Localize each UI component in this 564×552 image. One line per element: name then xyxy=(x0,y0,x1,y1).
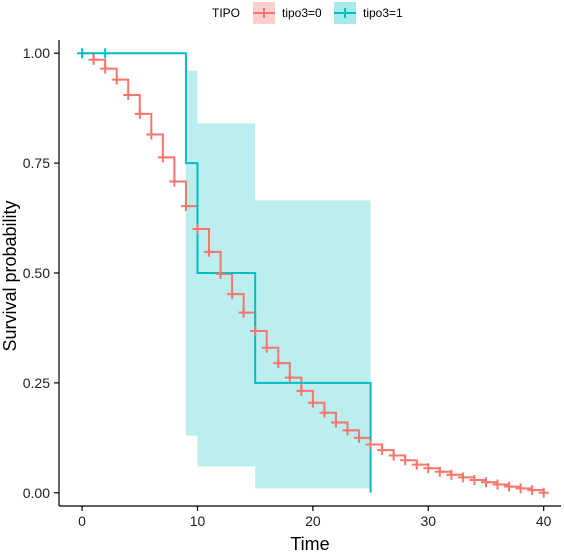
censor-mark xyxy=(342,425,353,436)
legend-entry-tipo3-1: tipo3=1 xyxy=(334,2,403,24)
censor-mark xyxy=(400,455,411,466)
censor-mark xyxy=(284,372,295,383)
censor-mark xyxy=(377,445,388,456)
y-axis-title: Survival probability xyxy=(0,200,20,351)
censor-mark xyxy=(365,439,376,450)
x-tick-label: 30 xyxy=(420,513,436,529)
censor-mark xyxy=(446,469,457,480)
y-tick-label: 0.75 xyxy=(23,155,50,171)
censor-mark xyxy=(77,48,88,59)
censor-mark xyxy=(330,417,341,428)
censor-mark xyxy=(238,307,249,318)
censor-mark xyxy=(250,326,261,337)
x-tick-label: 40 xyxy=(536,513,552,529)
censor-mark xyxy=(469,475,480,486)
censor-mark xyxy=(100,48,111,59)
censor-mark xyxy=(111,74,122,85)
x-axis-title: Time xyxy=(290,534,329,552)
y-ticks: 0.00 0.25 0.50 0.75 1.00 xyxy=(23,45,59,501)
plot-area xyxy=(77,48,549,498)
censor-mark xyxy=(134,108,145,119)
censor-mark xyxy=(354,432,365,443)
survival-line-1 xyxy=(82,52,372,493)
censor-mark xyxy=(538,487,549,498)
legend-title: TIPO xyxy=(212,6,240,20)
x-tick-label: 10 xyxy=(190,513,206,529)
censor-mark xyxy=(100,63,111,74)
censor-mark xyxy=(423,463,434,474)
censor-mark xyxy=(434,466,445,477)
censor-mark xyxy=(88,54,99,65)
censor-mark xyxy=(492,479,503,490)
censor-mark xyxy=(180,201,191,212)
censor-mark xyxy=(273,358,284,369)
censor-mark xyxy=(527,485,538,496)
censor-mark xyxy=(192,224,203,235)
censor-mark xyxy=(296,385,307,396)
y-tick-label: 1.00 xyxy=(23,45,50,61)
legend-entry-tipo3-0: tipo3=0 xyxy=(253,2,322,24)
censor-mark xyxy=(319,407,330,418)
legend-label-tipo3-1: tipo3=1 xyxy=(363,6,403,20)
censor-mark xyxy=(480,477,491,488)
x-tick-label: 0 xyxy=(78,513,86,529)
censor-mark xyxy=(261,342,272,353)
censor-marks-0 xyxy=(88,54,549,498)
legend-label-tipo3-0: tipo3=0 xyxy=(282,6,322,20)
axes: 0 10 20 30 40 0.00 0.25 0.50 0.75 1.00 xyxy=(23,40,561,529)
legend: TIPO tipo3=0 tipo3=1 xyxy=(212,2,403,24)
censor-mark xyxy=(157,152,168,163)
censor-mark xyxy=(515,483,526,494)
x-tick-label: 20 xyxy=(305,513,321,529)
censor-mark xyxy=(504,481,515,492)
censor-mark xyxy=(411,459,422,470)
censor-mark xyxy=(457,472,468,483)
y-tick-label: 0.00 xyxy=(23,485,50,501)
censor-mark xyxy=(169,176,180,187)
censor-marks-1 xyxy=(77,48,111,59)
y-tick-label: 0.25 xyxy=(23,375,50,391)
censor-mark xyxy=(388,450,399,461)
x-ticks: 0 10 20 30 40 xyxy=(78,506,552,529)
censor-mark xyxy=(307,397,318,408)
censor-mark xyxy=(204,246,215,257)
y-tick-label: 0.50 xyxy=(23,265,50,281)
censor-mark xyxy=(123,89,134,100)
censor-mark xyxy=(146,129,157,140)
censor-mark xyxy=(227,289,238,300)
censor-mark xyxy=(215,268,226,279)
